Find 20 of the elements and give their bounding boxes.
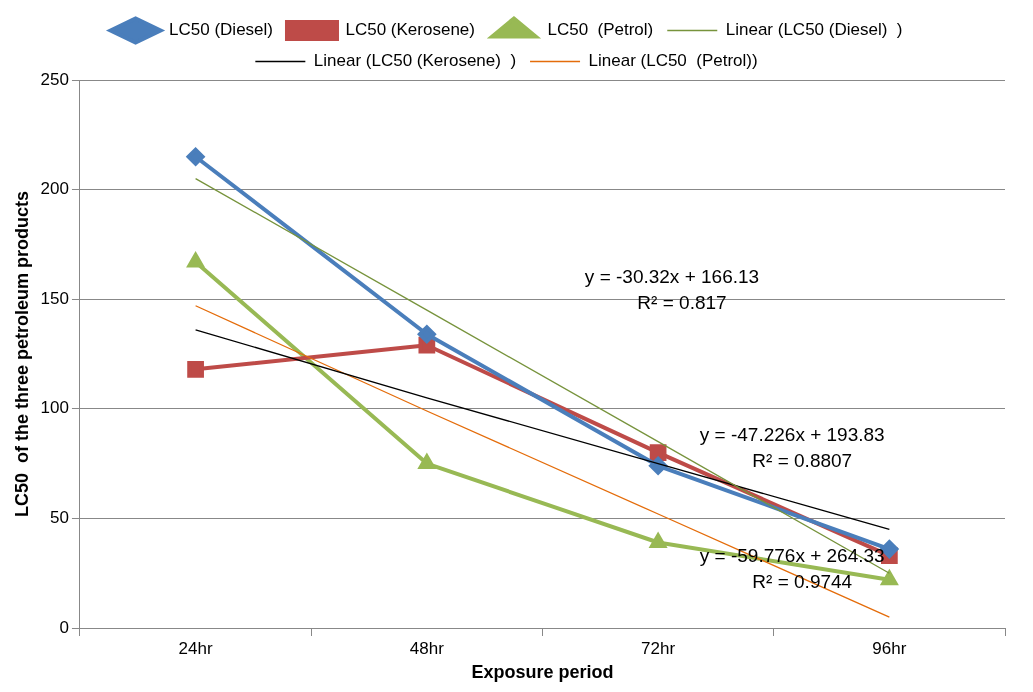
- y-tick-label: 50: [50, 508, 69, 528]
- x-tick-label: 24hr: [178, 638, 213, 658]
- y-tick-label: 250: [40, 69, 69, 89]
- y-axis-title: LC50 of the three petroleum products: [11, 190, 32, 518]
- x-tick-label: 48hr: [409, 638, 445, 658]
- legend-label: Linear (LC50 (Diesel) ): [725, 20, 903, 40]
- legend-label: LC50 (Petrol): [547, 20, 654, 40]
- annotation: y = -47.226x + 193.83 R² = 0.8807: [699, 424, 885, 472]
- x-tick-label: 72hr: [641, 638, 676, 658]
- legend-label: LC50 (Kerosene): [345, 20, 475, 40]
- y-tick-label: 150: [40, 288, 69, 308]
- y-tick-label: 0: [59, 617, 69, 637]
- annotation: y = -30.32x + 166.13 R² = 0.817: [584, 265, 760, 313]
- legend-label: Linear (LC50 (Petrol)): [588, 51, 758, 71]
- x-axis-title: Exposure period: [471, 662, 614, 683]
- legend-label: LC50 (Diesel): [169, 20, 273, 40]
- legend-label: Linear (LC50 (Kerosene) ): [313, 51, 517, 71]
- x-tick-label: 96hr: [872, 638, 907, 658]
- y-tick-label: 200: [40, 179, 69, 199]
- y-tick-label: 100: [40, 398, 69, 418]
